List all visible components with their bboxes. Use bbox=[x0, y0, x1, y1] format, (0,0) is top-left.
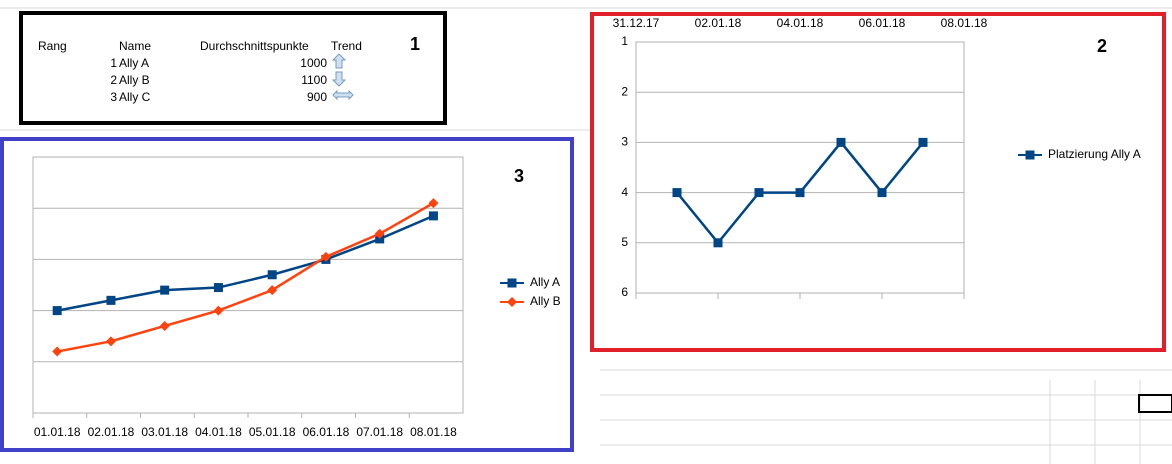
table-header: Trend bbox=[331, 39, 362, 53]
x-tick-label: 05.01.18 bbox=[249, 425, 296, 439]
x-tick-label: 31.12.17 bbox=[613, 16, 660, 30]
table-label: 1 bbox=[410, 34, 420, 54]
y-tick-label: 2 bbox=[621, 84, 628, 98]
x-tick-label: 03.01.18 bbox=[141, 425, 188, 439]
x-tick-label: 01.01.18 bbox=[34, 425, 81, 439]
x-tick-label: 04.01.18 bbox=[195, 425, 242, 439]
x-tick-label: 04.01.18 bbox=[777, 16, 824, 30]
series-line bbox=[56, 214, 434, 312]
data-point bbox=[105, 336, 116, 347]
table-cell: 1 bbox=[110, 56, 117, 70]
table-header: Name bbox=[119, 39, 151, 53]
table-cell: Ally C bbox=[119, 90, 151, 104]
data-point bbox=[52, 306, 62, 316]
data-point bbox=[672, 188, 682, 198]
data-point bbox=[836, 137, 846, 147]
table-cell: 900 bbox=[307, 90, 327, 104]
x-tick-label: 02.01.18 bbox=[695, 16, 742, 30]
chart-label: 2 bbox=[1097, 36, 1107, 56]
legend-marker bbox=[507, 297, 517, 307]
data-point bbox=[877, 188, 887, 198]
data-point bbox=[213, 305, 224, 316]
chart-box bbox=[0, 137, 574, 452]
chart-label: 3 bbox=[514, 166, 524, 186]
table-cell: Ally A bbox=[119, 56, 149, 70]
series-line bbox=[56, 201, 435, 353]
data-point bbox=[374, 228, 385, 239]
y-tick-label: 6 bbox=[621, 285, 628, 299]
chart-box bbox=[590, 12, 1166, 352]
data-point bbox=[106, 295, 116, 305]
data-point bbox=[160, 285, 170, 295]
table-header: Rang bbox=[38, 39, 67, 53]
y-tick-label: 4 bbox=[621, 185, 628, 199]
y-tick-label: 1 bbox=[621, 34, 628, 48]
plot-area bbox=[32, 156, 464, 414]
x-tick-label: 08.01.18 bbox=[410, 425, 457, 439]
table-cell: 1000 bbox=[300, 56, 327, 70]
legend-label: Platzierung Ally A bbox=[1048, 147, 1141, 161]
legend-label: Ally B bbox=[530, 294, 561, 308]
data-point bbox=[267, 270, 277, 280]
sheet-grid bbox=[0, 7, 1172, 464]
data-point bbox=[795, 188, 805, 198]
x-tick-label: 02.01.18 bbox=[88, 425, 135, 439]
y-tick-label: 3 bbox=[621, 135, 628, 149]
table-cell: Ally B bbox=[119, 73, 150, 87]
x-tick-label: 08.01.18 bbox=[941, 16, 988, 30]
legend-marker bbox=[1025, 150, 1035, 160]
data-point bbox=[213, 283, 223, 293]
data-point bbox=[320, 251, 331, 262]
table-header: Durchschnittspunkte bbox=[200, 39, 309, 53]
data-point bbox=[713, 238, 723, 248]
data-point bbox=[375, 234, 385, 244]
data-point bbox=[428, 198, 439, 209]
table-cell: 1100 bbox=[301, 73, 327, 87]
data-point bbox=[428, 211, 438, 221]
table-cell: 2 bbox=[110, 73, 117, 87]
cell-cursor bbox=[1138, 394, 1172, 413]
x-tick-label: 06.01.18 bbox=[303, 425, 350, 439]
x-tick-label: 07.01.18 bbox=[356, 425, 403, 439]
table-cell: 3 bbox=[110, 90, 117, 104]
table-box bbox=[19, 11, 447, 125]
data-point bbox=[754, 188, 764, 198]
legend-label: Ally A bbox=[530, 275, 560, 289]
data-point bbox=[52, 346, 63, 357]
trend-icons bbox=[331, 53, 354, 101]
data-point bbox=[267, 285, 278, 296]
data-point bbox=[918, 137, 928, 147]
x-tick-label: 06.01.18 bbox=[859, 16, 906, 30]
plot-area bbox=[635, 41, 965, 294]
legend-marker bbox=[507, 278, 517, 288]
data-point bbox=[159, 320, 170, 331]
y-tick-label: 5 bbox=[621, 235, 628, 249]
